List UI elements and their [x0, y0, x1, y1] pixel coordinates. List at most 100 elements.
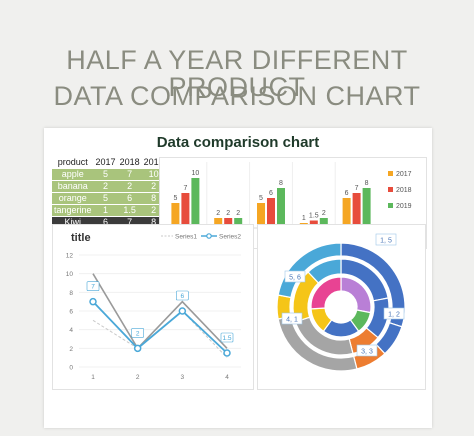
donut-label-box — [375, 233, 397, 246]
bar-apple-2018 — [181, 193, 190, 228]
bar-banana-2018 — [224, 218, 233, 228]
bar-kiwi-2019 — [362, 188, 371, 228]
bar-orange-2019 — [277, 188, 285, 228]
table-cell: 1 — [93, 204, 118, 217]
bar-banana-2019 — [234, 218, 243, 228]
table-cell: Kiwi — [52, 216, 94, 228]
bar-data-label: 7 — [355, 185, 359, 192]
y-tick-label: 6 — [69, 309, 73, 316]
legend-swatch-2018 — [388, 187, 393, 192]
series2-point — [178, 307, 187, 315]
table-cell: 6 — [117, 192, 142, 205]
y-tick-label: 0 — [69, 365, 73, 372]
table-header-row: product 2017 2018 2019 — [52, 157, 166, 169]
table-header-cell: product — [52, 157, 94, 169]
y-tick-label: 10 — [66, 271, 74, 278]
table-cell: 7 — [117, 168, 142, 181]
data-label-box — [131, 328, 144, 338]
bar-data-label: 2 — [216, 210, 220, 217]
bar-orange-2018 — [267, 198, 275, 228]
table-cell: orange — [52, 192, 94, 205]
donut-data-label: 3, 3 — [361, 349, 373, 356]
table-cell: 6 — [93, 216, 118, 228]
bar-data-label: 1.5 — [309, 213, 319, 220]
donut-slice-inner — [310, 276, 342, 310]
donut-data-label: 5, 6 — [289, 275, 301, 282]
bar-data-label: 2 — [236, 210, 240, 217]
bar-data-label: 1 — [302, 215, 306, 222]
bar-data-label: 5 — [173, 195, 177, 202]
table-row: apple 5 7 10 — [52, 168, 166, 181]
donut-label-box — [383, 307, 405, 320]
table-row: tangerine 1 1.5 2 — [52, 204, 166, 217]
x-tick-label: 1 — [91, 374, 95, 381]
table-header-cell: 2017 — [93, 157, 118, 169]
legend-swatch-2017 — [388, 171, 393, 176]
y-tick-label: 8 — [69, 290, 73, 297]
table-cell: 5 — [93, 192, 118, 205]
y-tick-label: 2 — [69, 346, 73, 353]
bar-data-label: 8 — [279, 180, 283, 187]
line-chart-panel: title 0 2 4 6 8 10 12 1 2 3 4 7 2 6 1.5 Series1 Series2 — [52, 224, 254, 390]
page-title-line-2: DATA COMPARISON CHART — [53, 81, 421, 111]
series2-point — [133, 344, 142, 353]
donut-label-box — [356, 344, 378, 357]
bar-tangerine-2019 — [319, 218, 328, 228]
bar-data-label: 2 — [226, 210, 230, 217]
bar-data-label: 6 — [269, 190, 273, 197]
table-cell: 2 — [93, 180, 118, 193]
x-tick-label: 3 — [181, 374, 185, 381]
bar-data-label: 6 — [345, 190, 349, 197]
y-tick-label: 12 — [66, 253, 74, 260]
line-chart-title: title — [71, 232, 91, 244]
donut-chart: 1, 5 1, 2 3, 3 4, 1 5, 6 — [276, 233, 406, 372]
data-label: 6 — [181, 293, 185, 300]
table-cell: apple — [52, 168, 94, 181]
y-tick-label: 4 — [69, 327, 73, 334]
legend-label: 2018 — [396, 187, 412, 194]
bar-banana-2017 — [214, 218, 223, 228]
donut-data-label: 1, 2 — [388, 312, 400, 319]
bar-data-label: 5 — [259, 195, 263, 202]
series-line-0 — [92, 273, 228, 350]
card-title: Data comparison chart — [156, 134, 320, 151]
donut-chart-panel: 1, 5 1, 2 3, 3 4, 1 5, 6 — [257, 224, 426, 390]
legend-label: 2019 — [396, 203, 412, 210]
table-cell: 1.5 — [117, 204, 142, 217]
data-label-box — [220, 332, 234, 343]
data-label-box — [86, 281, 100, 291]
table-cell: 2 — [117, 180, 142, 193]
x-tick-label: 2 — [136, 374, 140, 381]
table-row: Kiwi 6 7 8 — [52, 216, 166, 228]
table-row: banana 2 2 2 — [52, 180, 166, 193]
table-row: orange 5 6 8 — [52, 192, 166, 205]
donut-slice-middle — [307, 258, 342, 284]
donut-data-label: 1, 5 — [380, 238, 392, 245]
bar-data-label: 2 — [322, 210, 326, 217]
table-cell: 5 — [93, 168, 118, 181]
table-header-cell: 2019 — [141, 157, 166, 169]
bar-apple-2019 — [191, 178, 200, 228]
table-header-cell: 2018 — [117, 157, 142, 169]
bar-kiwi-2017 — [342, 198, 351, 228]
page-title-line-1: HALF A YEAR DIFFERENT PRODUCT — [66, 45, 408, 102]
data-label: 1.5 — [222, 335, 231, 342]
table-cell: 8 — [141, 216, 166, 228]
series2-point — [89, 297, 97, 306]
legend-marker-series2 — [206, 233, 212, 239]
table-cell: banana — [52, 180, 94, 193]
series-line-2 — [92, 301, 228, 354]
donut-label-box — [284, 270, 306, 283]
table-cell: 7 — [117, 216, 142, 228]
data-label: 7 — [91, 284, 95, 291]
table-cell: tangerine — [52, 204, 94, 217]
bar-orange-2017 — [257, 203, 265, 228]
donut-data-label: 4, 1 — [286, 317, 298, 324]
data-label: 2 — [136, 330, 140, 337]
legend-label: Series1 — [175, 234, 197, 241]
bar-apple-2017 — [171, 203, 180, 228]
bar-data-label: 8 — [365, 180, 369, 187]
bar-kiwi-2018 — [352, 193, 361, 228]
data-label-box — [176, 290, 189, 301]
